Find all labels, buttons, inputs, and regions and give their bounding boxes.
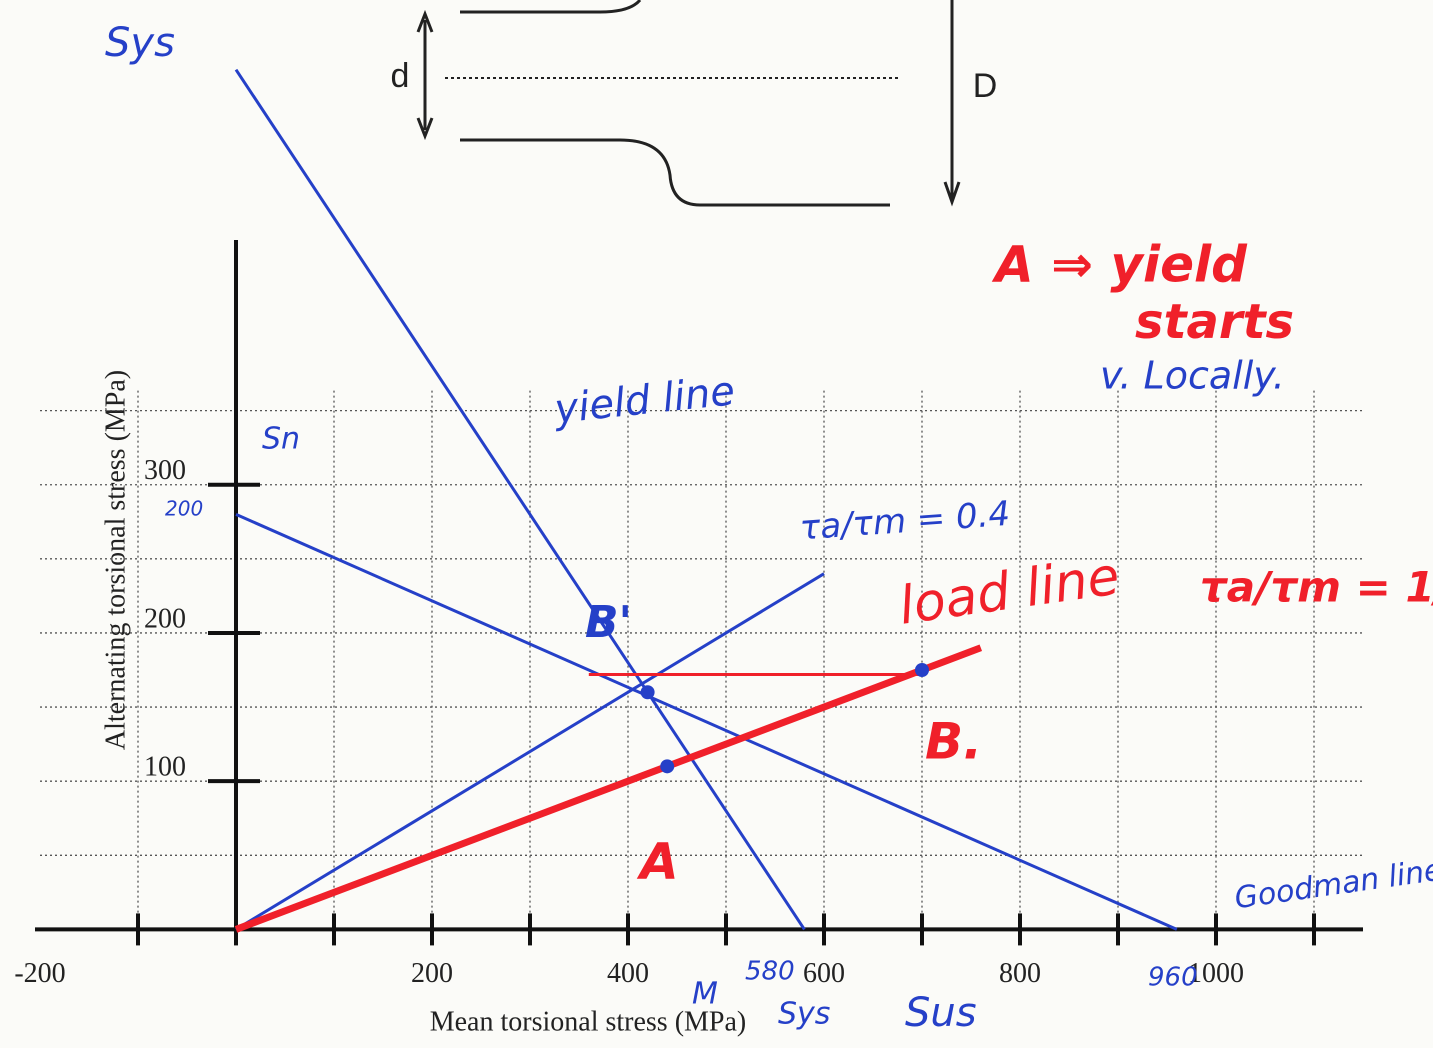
annotation: Sn — [262, 422, 300, 457]
x-tick-label: 400 — [607, 958, 649, 989]
y-tick-label: 100 — [144, 752, 186, 783]
red-line — [236, 648, 981, 930]
annotation: 200 — [165, 497, 203, 521]
point — [660, 759, 674, 773]
inset-label: d — [391, 57, 410, 95]
annotation: Sus — [905, 990, 977, 1036]
point-label: B' — [585, 597, 632, 648]
series-label: τa/τm = 0.4 — [799, 494, 1012, 549]
y-tick-label: 300 — [144, 455, 186, 486]
point — [915, 663, 929, 677]
chart: d D Mean torsional stress (MPa) Alternat… — [0, 0, 1433, 1048]
point-label: B. — [925, 713, 982, 771]
series-label: load line — [895, 546, 1123, 636]
annotation: τa/τm = 1/4 — [1200, 563, 1433, 612]
x-tick-label: -200 — [14, 958, 65, 989]
annotation: 580 — [745, 957, 795, 987]
annotation: A ⇒ yield — [991, 236, 1248, 294]
annotation: Sys — [778, 997, 830, 1032]
inset-label: D — [973, 67, 998, 105]
y-axis-label: Alternating torsional stress (MPa) — [100, 370, 131, 750]
annotation: 960 — [1148, 963, 1198, 993]
annotation: Sys — [105, 20, 175, 66]
inset-diagram — [418, 0, 959, 205]
series-label: yield line — [551, 368, 737, 433]
y-tick-label: 200 — [144, 603, 186, 634]
line — [236, 70, 804, 930]
series-label: Goodman line — [1232, 853, 1433, 917]
x-tick-label: 800 — [999, 958, 1041, 989]
annotation: v. Locally. — [1100, 354, 1285, 398]
x-tick-label: 600 — [803, 958, 845, 989]
x-tick-label: 200 — [411, 958, 453, 989]
point — [641, 685, 655, 699]
point-label: A — [636, 833, 679, 891]
annotation: starts — [1135, 294, 1294, 350]
annotation: M — [692, 977, 718, 1012]
